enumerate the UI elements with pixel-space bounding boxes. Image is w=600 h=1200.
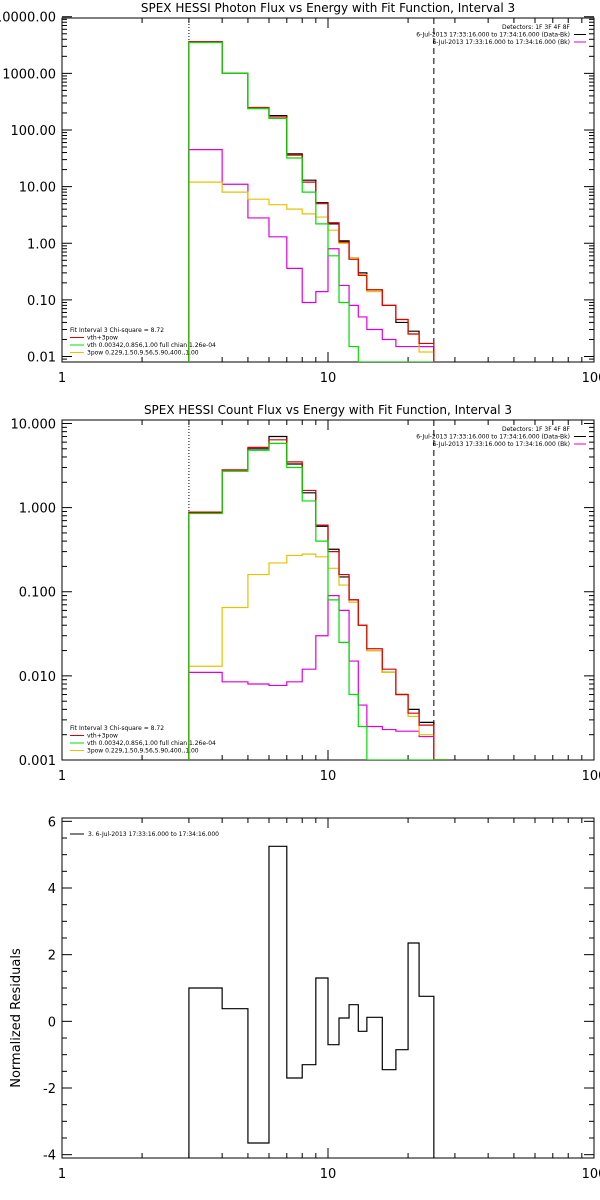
x-tick-label: 1 <box>58 1167 66 1182</box>
y-tick-label: 1.00 <box>27 237 56 252</box>
series-black-step <box>188 845 435 1158</box>
legend-left-entry: vth+3pow <box>87 335 118 342</box>
legend-right-entry: Detectors: 1F 3F 4F 8F <box>502 426 571 433</box>
legend-left-entry: Fit Interval 3 Chi-square = 8.72 <box>70 327 164 334</box>
x-tick-label: 1 <box>58 371 66 386</box>
y-tick-label: 0.01 <box>27 351 56 366</box>
y-tick-label: 0.001 <box>19 754 56 769</box>
chart-panel-1: SPEX HESSI Photon Flux vs Energy with Fi… <box>0 1 600 386</box>
y-tick-label: 4 <box>48 882 56 897</box>
legend-left-entry: vth 0.00342,0.856,1.00 full chian 1.26e-… <box>87 342 216 349</box>
x-tick-label: 1 <box>58 769 66 784</box>
series-black-step <box>188 41 435 362</box>
plot-frame <box>61 17 595 363</box>
y-tick-label: 10.000 <box>11 417 57 432</box>
series-yellow-step <box>188 181 435 362</box>
x-tick-label: 10 <box>320 1167 337 1182</box>
series-green-step <box>188 442 447 760</box>
legend-left-entry: 3pow 0.229,1.50,9.56,5.90,400.,1.00 <box>87 748 199 755</box>
legend-left-entry: 3pow 0.229,1.50,9.56,5.90,400.,1.00 <box>87 350 199 357</box>
legend-left-entry: vth 0.00342,0.856,1.00 full chian 1.26e-… <box>87 740 216 747</box>
legend-right-entry: 6-Jul-2013 17:33:16.000 to 17:34:16.000 … <box>432 441 570 448</box>
series-yellow-step <box>188 553 447 760</box>
y-tick-label: 0.10 <box>27 294 56 309</box>
y-tick-label: 2 <box>48 949 56 964</box>
y-tick-label: 0.010 <box>19 670 56 685</box>
y-tick-label: 6 <box>48 815 56 830</box>
y-tick-label: 0.100 <box>19 586 56 601</box>
x-tick-label: 100 <box>582 371 600 386</box>
x-tick-label: 100 <box>582 1167 600 1182</box>
series-magenta-step <box>188 594 447 760</box>
y-tick-label: -2 <box>43 1082 56 1097</box>
series-red-step <box>188 41 435 362</box>
legend-left-entry: vth+3pow <box>87 733 118 740</box>
x-tick-label: 10 <box>320 769 337 784</box>
y-tick-label: 1.000 <box>19 502 56 517</box>
series-red-step <box>188 439 447 760</box>
x-tick-label: 10 <box>320 371 337 386</box>
y-tick-label: 100.00 <box>11 124 57 139</box>
chart-title: SPEX HESSI Count Flux vs Energy with Fit… <box>144 403 512 417</box>
y-tick-label: 10000.00 <box>0 11 56 26</box>
chart-panel-2: SPEX HESSI Count Flux vs Energy with Fit… <box>11 403 600 784</box>
y-tick-label: 10.00 <box>19 181 56 196</box>
legend-right-entry: 6-Jul-2013 17:33:16.000 to 17:34:16.000 … <box>416 32 570 39</box>
legend-right-entry: Detectors: 1F 3F 4F 8F <box>502 24 571 31</box>
y-tick-label: 1000.00 <box>2 67 56 82</box>
legend-right-entry: 6-Jul-2013 17:33:16.000 to 17:34:16.000 … <box>432 39 570 46</box>
y-tick-label: 0 <box>48 1015 56 1030</box>
chart-panel-3: 1 10 100 -4 -2 0 2 4 6 Normalized Residuals 3. 6-J… <box>9 815 600 1182</box>
chart-title: SPEX HESSI Photon Flux vs Energy with Fi… <box>141 1 515 15</box>
legend-left-entry: Fit Interval 3 Chi-square = 8.72 <box>70 725 164 732</box>
y-axis-label: Normalized Residuals <box>9 948 24 1088</box>
residual-legend-entry: 3. 6-Jul-2013 17:33:16.000 to 17:34:16.0… <box>88 831 219 838</box>
series-green-step <box>188 41 434 362</box>
y-tick-label: -4 <box>43 1149 56 1164</box>
x-tick-label: 100 <box>582 769 600 784</box>
series-magenta-step <box>188 149 435 362</box>
legend-right-entry: 6-Jul-2013 17:33:16.000 to 17:34:16.000 … <box>416 434 570 441</box>
